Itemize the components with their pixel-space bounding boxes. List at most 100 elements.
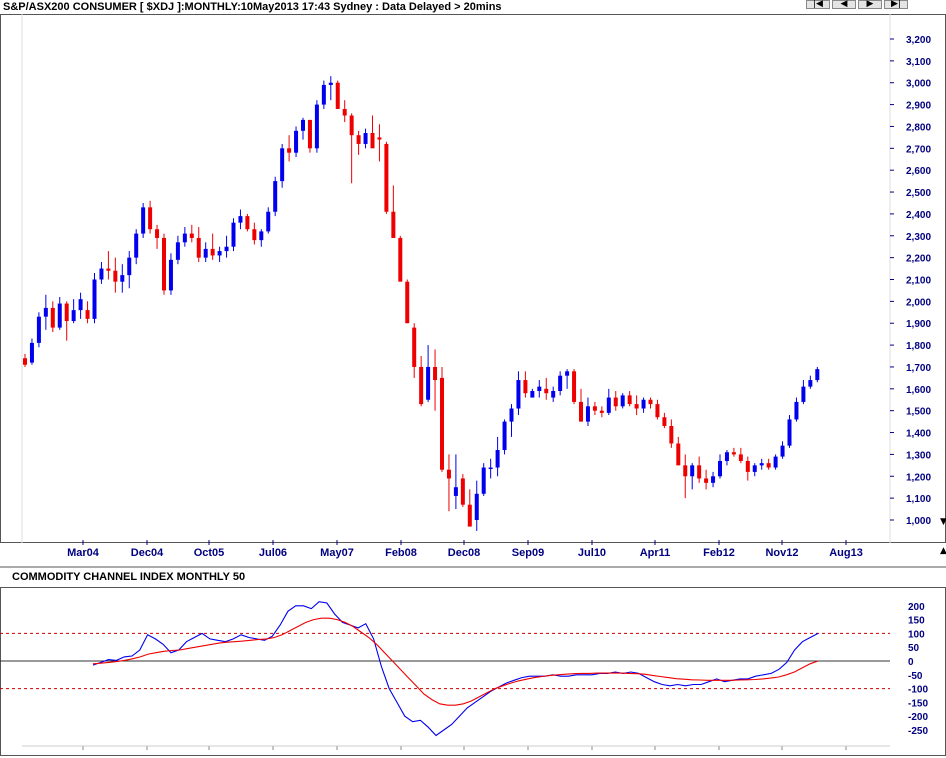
candle-body [252,229,257,241]
time-tick-label: Dec08 [448,547,480,559]
candle [690,463,695,490]
candle [356,130,361,155]
candle [92,272,97,324]
candle-body [620,395,625,407]
price-y-tick-label: 1,900 [906,319,931,330]
candle-body [627,395,632,405]
candle-body [683,465,688,477]
candle-body [801,386,806,402]
candle [579,388,583,422]
indicator-title: COMMODITY CHANNEL INDEX MONTHLY 50 [12,571,245,583]
candle [162,233,166,295]
candle-body [231,222,236,247]
candle [620,393,625,409]
candle [544,377,549,400]
candle [384,141,389,214]
candle [724,450,729,466]
candle-body [697,465,702,479]
candle-body [759,463,764,466]
candle-body [592,406,597,411]
time-tick-label: Mar04 [67,547,100,559]
scroll-down-marker[interactable]: ▼ [940,517,946,527]
candle [766,458,771,470]
candle-body [711,476,716,483]
first-page-button[interactable]: |◀ [806,0,830,9]
candle-body [224,246,229,252]
candle-body [453,487,458,496]
candle [599,406,604,418]
candle-body [558,375,563,392]
candle [669,419,674,448]
next-page-button[interactable]: ▶ [858,0,882,9]
price-y-tick-label: 1,100 [906,494,931,505]
candle [231,218,236,252]
candle [252,222,257,245]
candle [314,100,319,153]
candle [592,401,597,416]
candle-body [537,386,542,392]
candle-body [85,310,90,319]
candle-body [43,307,48,317]
candle [148,200,153,234]
candle-body [120,275,125,282]
time-tick-label: Apr11 [640,547,671,559]
candle [412,323,417,378]
candle [815,366,820,383]
time-tick-label: Dec04 [131,547,164,559]
price-y-tick-label: 2,400 [906,210,931,221]
candle-body [606,397,611,413]
candle [259,229,264,247]
candle-body [488,467,493,470]
candle [606,388,611,416]
candle [495,436,500,477]
candle-body [724,452,729,461]
price-y-tick-label: 2,200 [906,254,931,265]
cci-y-tick-label: 100 [908,629,925,640]
candle-body [460,478,465,505]
candle-body [662,417,667,426]
candle [321,80,326,109]
candle [134,229,139,265]
candle-body [266,211,271,232]
candle-body [29,342,34,363]
last-page-button[interactable]: ▶| [884,0,908,9]
price-y-tick-label: 3,200 [906,35,931,46]
candle-body [738,454,743,461]
candle [85,301,90,324]
candle-body [766,463,771,468]
candle-body [314,104,319,149]
candle-body [148,207,153,230]
candle-body [412,327,417,367]
time-axis: Mar04 Dec04 Oct05 Jul06 May07 Feb08 Dec08 Sep09… [67,540,863,559]
candle-body [433,366,438,381]
candle-body [155,229,160,238]
candle [516,371,521,416]
candle-body [391,211,396,238]
candle [370,115,375,149]
price-y-tick-label: 2,500 [906,188,931,199]
candle-body [384,143,389,212]
candle-body [273,181,278,212]
candle-body [50,307,55,328]
price-y-tick-label: 3,100 [906,57,931,68]
prev-page-button[interactable]: ◀ [832,0,856,9]
candle [711,471,716,488]
scroll-up-marker[interactable]: ▲ [940,546,946,556]
candle [801,380,806,405]
price-y-tick-label: 1,500 [906,407,931,418]
candle-body [676,443,681,466]
cci-y-tick-label: -100 [908,685,928,696]
candle-body [245,216,250,230]
candle-body [794,401,799,420]
candle [120,264,125,293]
candle-body [99,268,104,280]
candle-body [474,493,479,520]
candle-body [196,237,201,258]
candle [787,415,792,448]
candle-body [307,119,312,149]
candle-body [57,303,62,328]
candle [662,412,667,429]
price-y-tick-label: 2,900 [906,101,931,112]
time-tick-label: May07 [320,547,354,559]
candle [189,224,194,243]
